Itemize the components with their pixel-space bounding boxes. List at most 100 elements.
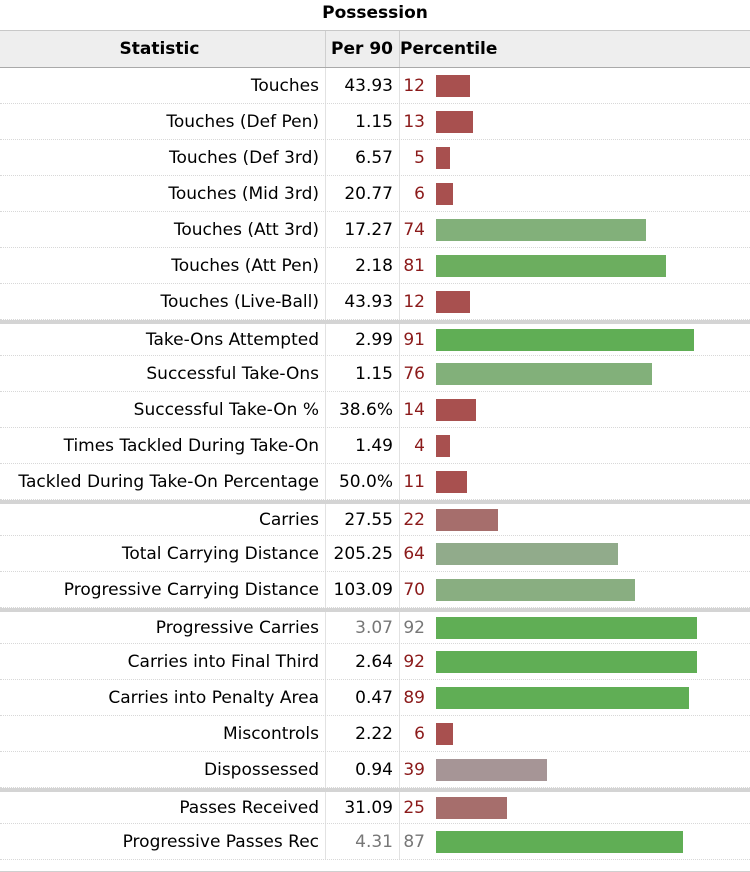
table-caption: Possession [0,0,750,31]
percentile-value: 92 [403,651,425,672]
percentile-bar [436,470,467,493]
percentile-cell: 12 [399,68,750,103]
table-row: Touches (Att 3rd) 17.27 74 [0,212,750,248]
percentile-cell: 92 [399,644,750,679]
per90-value: 50.0% [325,464,399,499]
per90-value: 2.18 [325,248,399,283]
stat-name[interactable]: Times Tackled During Take-On [63,435,319,456]
percentile-value: 74 [403,219,425,240]
stat-name[interactable]: Carries into Penalty Area [108,687,319,708]
table-row: Touches 43.93 12 [0,68,750,104]
table-row: Touches (Mid 3rd) 20.77 6 [0,176,750,212]
stat-name[interactable]: Total Carrying Distance [121,543,319,564]
percentile-bar [436,182,453,205]
percentile-cell: 87 [399,824,750,859]
stat-name[interactable]: Passes Received [179,797,319,818]
percentile-value: 81 [403,255,425,276]
stat-name[interactable]: Touches (Live-Ball) [160,291,319,312]
table-row: Total Carrying Distance 205.25 64 [0,536,750,572]
stat-name[interactable]: Touches [250,75,319,96]
table-row: Touches (Def Pen) 1.15 13 [0,104,750,140]
stat-name[interactable]: Take-Ons Attempted [145,329,319,350]
percentile-cell: 6 [399,176,750,211]
percentile-cell: 76 [399,356,750,391]
table-row: Times Tackled During Take-On 1.49 4 [0,428,750,464]
per90-value: 1.49 [325,428,399,463]
table-row: Carries 27.55 22 [0,500,750,536]
percentile-value: 91 [403,329,425,350]
percentile-value: 12 [403,291,425,312]
per90-value: 1.15 [325,356,399,391]
stat-name[interactable]: Touches (Att 3rd) [173,219,319,240]
stat-name[interactable]: Miscontrols [222,723,319,744]
per90-value: 2.22 [325,716,399,751]
stat-name[interactable]: Touches (Att Pen) [171,255,319,276]
percentile-value: 11 [403,471,425,492]
table-row: Carries into Final Third 2.64 92 [0,644,750,680]
table-row: Touches (Att Pen) 2.18 81 [0,248,750,284]
percentile-bar [436,542,618,565]
percentile-value: 5 [414,147,425,168]
table-row: Tackled During Take-On Percentage 50.0% 11 [0,464,750,500]
percentile-value: 92 [403,617,425,638]
percentile-bar [436,362,652,385]
percentile-value: 12 [403,75,425,96]
percentile-bar [436,796,507,819]
percentile-cell: 70 [399,572,750,607]
stat-name[interactable]: Touches (Mid 3rd) [168,183,319,204]
stat-name[interactable]: Progressive Carrying Distance [63,579,319,600]
percentile-bar [436,758,547,781]
percentile-bar [436,508,498,531]
percentile-bar [436,146,450,169]
stat-name[interactable]: Touches (Def Pen) [166,111,319,132]
stat-name[interactable]: Carries [258,509,319,530]
stat-name[interactable]: Carries into Final Third [127,651,319,672]
stat-name[interactable]: Touches (Def 3rd) [168,147,319,168]
stat-name[interactable]: Successful Take-Ons [146,363,319,384]
percentile-bar [436,616,697,639]
percentile-cell: 64 [399,536,750,571]
table-row: Miscontrols 2.22 6 [0,716,750,752]
percentile-cell: 14 [399,392,750,427]
per90-value: 1.15 [325,104,399,139]
percentile-cell: 12 [399,284,750,319]
header-per90[interactable]: Per 90 [325,31,399,67]
percentile-value: 4 [414,435,425,456]
percentile-value: 6 [414,723,425,744]
stat-name[interactable]: Dispossessed [204,759,319,780]
table-row: Successful Take-On % 38.6% 14 [0,392,750,428]
percentile-cell: 22 [399,504,750,535]
per90-value: 0.47 [325,680,399,715]
percentile-cell: 13 [399,104,750,139]
percentile-bar [436,722,453,745]
percentile-bar [436,328,694,351]
table-row: Progressive Carrying Distance 103.09 70 [0,572,750,608]
percentile-value: 6 [414,183,425,204]
per90-value: 0.94 [325,752,399,787]
percentile-value: 70 [403,579,425,600]
table-row: Progressive Passes Rec 4.31 87 [0,824,750,860]
per90-value: 43.93 [325,284,399,319]
per90-value: 38.6% [325,392,399,427]
percentile-bar [436,578,635,601]
stat-name[interactable]: Progressive Passes Rec [122,831,319,852]
percentile-value: 22 [403,509,425,530]
table-row: Touches (Def 3rd) 6.57 5 [0,140,750,176]
stat-name[interactable]: Progressive Carries [155,617,319,638]
per90-value: 6.57 [325,140,399,175]
header-percentile[interactable]: Percentile [399,31,750,67]
header-statistic[interactable]: Statistic [119,39,200,59]
percentile-bar [436,290,470,313]
percentile-cell: 74 [399,212,750,247]
percentile-bar [436,110,473,133]
table-row: Touches (Live-Ball) 43.93 12 [0,284,750,320]
per90-value: 31.09 [325,792,399,823]
per90-value: 2.64 [325,644,399,679]
percentile-cell: 81 [399,248,750,283]
stat-name[interactable]: Tackled During Take-On Percentage [18,471,319,492]
per90-value: 103.09 [325,572,399,607]
per90-value: 4.31 [325,824,399,859]
stat-name[interactable]: Successful Take-On % [133,399,319,420]
table-row: Carries into Penalty Area 0.47 89 [0,680,750,716]
